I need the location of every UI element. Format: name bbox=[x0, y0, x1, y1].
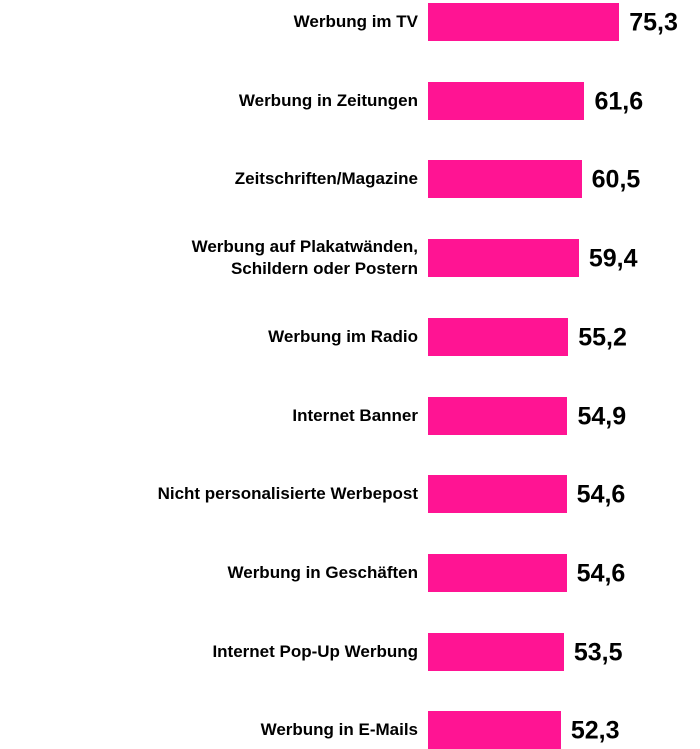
value-label: 53,5 bbox=[573, 638, 623, 667]
category-label: Zeitschriften/Magazine bbox=[234, 169, 418, 189]
category-label: Werbung im TV bbox=[293, 12, 418, 31]
bar bbox=[428, 711, 561, 749]
value-label: 54,6 bbox=[576, 559, 626, 588]
bar bbox=[428, 396, 568, 435]
category-label: Werbung in E-Mails bbox=[260, 720, 418, 740]
bar bbox=[428, 475, 567, 514]
bar bbox=[428, 317, 569, 356]
category-label: Internet Banner bbox=[292, 405, 418, 425]
category-label: Internet Pop-Up Werbung bbox=[212, 641, 418, 661]
bar bbox=[428, 3, 620, 41]
category-label: Werbung auf Plakatwänden, Schildern oder… bbox=[191, 237, 418, 279]
value-label: 54,6 bbox=[576, 480, 626, 509]
bar bbox=[428, 632, 564, 671]
value-label: 59,4 bbox=[588, 244, 638, 273]
category-label: Werbung im Radio bbox=[268, 326, 418, 346]
value-label: 61,6 bbox=[594, 87, 644, 116]
bar bbox=[428, 553, 567, 592]
value-label: 60,5 bbox=[591, 165, 641, 194]
bar bbox=[428, 239, 579, 278]
category-label: Werbung in Geschäften bbox=[227, 562, 419, 582]
bar bbox=[428, 81, 585, 120]
value-label: 54,9 bbox=[577, 402, 627, 430]
category-label: Nicht personalisierte Werbepost bbox=[157, 484, 418, 504]
category-label: Werbung in Zeitungen bbox=[238, 90, 418, 110]
value-label: 75,3 bbox=[629, 8, 678, 37]
value-label: 55,2 bbox=[578, 323, 627, 352]
bar bbox=[428, 160, 582, 199]
value-label: 52,3 bbox=[570, 716, 620, 745]
